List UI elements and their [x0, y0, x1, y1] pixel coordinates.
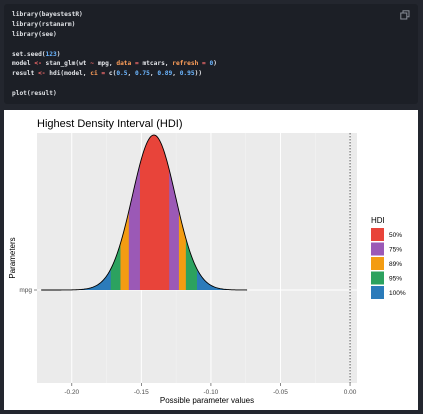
- code-token: plot(result): [12, 90, 57, 98]
- y-axis-title: Parameters: [8, 237, 17, 278]
- code-token: library(bayestestR): [12, 11, 83, 18]
- code-line: [12, 79, 217, 89]
- code-line: library(rstanarm): [12, 20, 217, 30]
- code-line: model <- stan_glm(wt ~ mpg, data = mtcar…: [12, 59, 217, 69]
- code-token: 0.89: [157, 70, 173, 78]
- x-tick-label: -0.20: [64, 389, 79, 396]
- code-token: =: [97, 70, 109, 78]
- copy-icon[interactable]: [400, 10, 410, 20]
- code-line: [12, 40, 217, 50]
- legend-title: HDI: [371, 216, 385, 225]
- legend-swatch: [371, 228, 384, 241]
- density-outline: [41, 134, 248, 291]
- legend-label: 50%: [389, 232, 402, 239]
- code-token: hdi(model,: [45, 70, 91, 78]
- code-token: mtcars,: [142, 60, 173, 68]
- code-token: ,: [149, 70, 158, 78]
- code-token: 123: [45, 50, 57, 58]
- code-lines: library(bayestestR) library(rstanarm) libr…: [12, 10, 217, 99]
- legend-swatch: [371, 242, 384, 256]
- code-token: =: [198, 60, 210, 68]
- legend-swatch: [371, 286, 384, 299]
- code-token: 0.75: [134, 70, 150, 78]
- x-tick-label: -0.10: [203, 389, 218, 396]
- code-token: data: [116, 60, 132, 68]
- density: [41, 133, 351, 383]
- legend-label: 89%: [389, 261, 402, 268]
- code-token: library(rstanarm): [12, 20, 76, 28]
- code-token: )): [194, 70, 203, 78]
- code-token: ): [56, 50, 61, 58]
- legend-label: 95%: [389, 276, 402, 283]
- hdi-plot: Highest Density Interval (HDI) -0.20 -0.1…: [8, 118, 406, 405]
- code-token: <-: [38, 70, 46, 78]
- code-token: library(see): [12, 30, 57, 38]
- code-token: refresh: [172, 60, 199, 68]
- plot-panel: Highest Density Interval (HDI) -0.20 -0.1…: [4, 110, 418, 410]
- plot-title: Highest Density Interval (HDI): [37, 118, 183, 130]
- code-token: 0.95: [179, 70, 195, 78]
- code-token: =: [131, 60, 143, 68]
- code-token: model: [12, 60, 35, 68]
- code-token: <-: [34, 60, 42, 68]
- code-token: set.seed(: [12, 50, 46, 58]
- y-tick-label: mpg: [19, 287, 32, 294]
- code-token: 0: [209, 60, 214, 68]
- code-line: result <- hdi(model, ci = c(0.5, 0.75, 0…: [12, 69, 217, 79]
- code-token: ,: [172, 70, 180, 78]
- code-line: plot(result): [12, 89, 217, 99]
- code-token: result: [12, 70, 39, 78]
- code-token: ): [213, 60, 217, 68]
- legend-swatch: [371, 257, 384, 270]
- x-tick-label: -0.05: [273, 389, 288, 396]
- plot-area: [37, 133, 357, 383]
- code-token: ~: [90, 60, 94, 68]
- code-block: library(bayestestR) library(rstanarm) libr…: [4, 4, 418, 104]
- x-axis-title: Possible parameter values: [160, 396, 254, 405]
- code-token: 0.5: [116, 70, 128, 78]
- legend-label: 100%: [389, 290, 406, 297]
- code-token: ,: [127, 70, 135, 78]
- legend-swatch: [371, 271, 384, 285]
- x-tick-label: -0.15: [134, 389, 149, 396]
- x-tick-label: 0.00: [344, 389, 357, 396]
- code-line: library(bayestestR): [12, 10, 217, 20]
- code-token: ci: [90, 70, 98, 78]
- hdi-band-50: [139, 135, 170, 290]
- legend-label: 75%: [389, 247, 402, 254]
- code-token: c(: [108, 70, 117, 78]
- code-token: stan_glm(wt: [41, 60, 91, 68]
- code-token: mpg,: [93, 60, 117, 68]
- legend: HDI 50% 75% 89% 95% 100%: [371, 216, 406, 299]
- code-line: library(see): [12, 30, 217, 40]
- axes: -0.20 -0.15 -0.10 -0.05 0.00 mpg: [19, 287, 356, 396]
- code-line: set.seed(123): [12, 50, 217, 60]
